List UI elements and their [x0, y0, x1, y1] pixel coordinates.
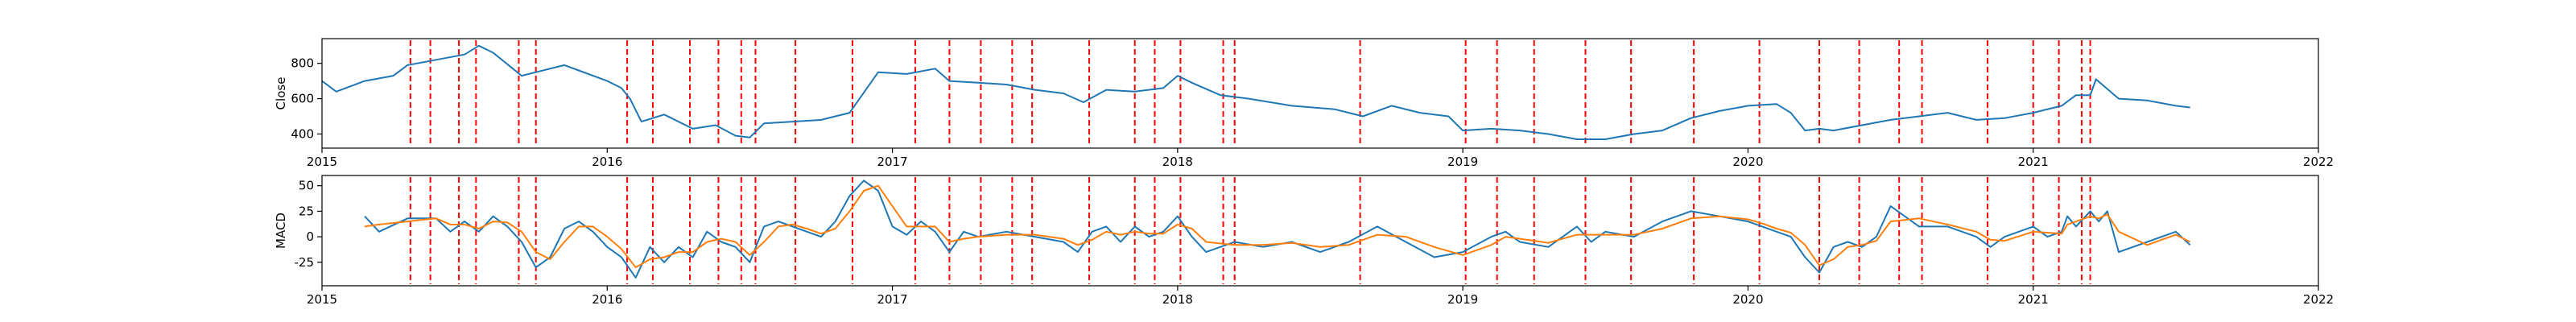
x-tick-label: 2017 [877, 155, 907, 169]
y-tick-label: 600 [291, 92, 314, 106]
x-tick-label: 2019 [1447, 155, 1478, 169]
y-tick-label: 25 [299, 204, 314, 218]
x-tick-label: 2019 [1447, 292, 1478, 307]
macd-chart: 2015 2016 2017 2018 2019 2020 2021 2022 -25 0 25 50… [274, 175, 2334, 307]
x-tick-label: 2018 [1162, 155, 1193, 169]
x-tick-label: 2022 [2303, 155, 2334, 169]
axes-frame [321, 175, 2319, 287]
x-tick-label: 2020 [1732, 292, 1763, 307]
y-tick-label: 400 [291, 126, 314, 141]
axes-frame [321, 38, 2319, 149]
y-tick-label: 0 [306, 229, 314, 244]
series-line-0 [364, 180, 2191, 279]
y-axis-label: MACD [274, 213, 288, 249]
x-tick-label: 2017 [877, 292, 907, 307]
y-axis-label: Close [274, 77, 288, 110]
y-tick-label: 50 [299, 179, 314, 193]
x-tick-label: 2018 [1162, 292, 1193, 307]
x-tick-label: 2016 [592, 292, 622, 307]
close-price-chart: 2015 2016 2017 2018 2019 2020 2021 2022 400 600 80… [274, 38, 2334, 169]
y-tick-label: 800 [291, 56, 314, 71]
x-tick-label: 2021 [2018, 155, 2049, 169]
x-tick-label: 2022 [2303, 292, 2334, 307]
x-tick-label: 2021 [2018, 292, 2049, 307]
x-tick-label: 2015 [307, 155, 337, 169]
y-tick-label: -25 [295, 255, 315, 270]
x-tick-label: 2015 [307, 292, 337, 307]
x-tick-label: 2020 [1732, 155, 1763, 169]
x-tick-label: 2016 [592, 155, 622, 169]
series-line-1 [364, 184, 2191, 269]
series-line-0 [321, 44, 2190, 140]
